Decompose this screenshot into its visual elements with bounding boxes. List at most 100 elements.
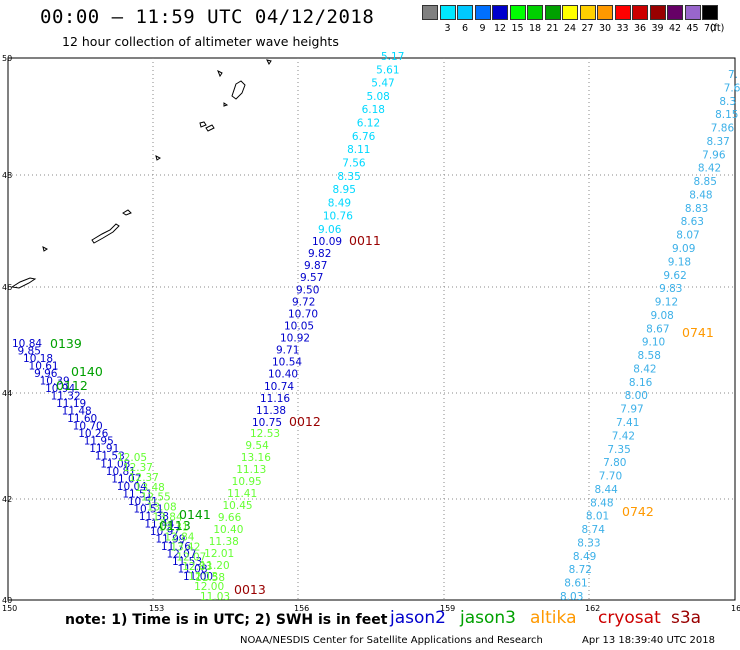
generated-timestamp: Apr 13 18:39:40 UTC 2018 <box>582 635 715 646</box>
wave-height-value: 10.40 <box>213 524 243 536</box>
coastline <box>155 155 161 161</box>
wave-height-value: 8.48 <box>689 189 712 201</box>
wave-height-value: 7.80 <box>603 457 626 469</box>
wave-height-value: 12.37 <box>123 462 153 474</box>
wave-height-value: 7.42 <box>612 430 635 442</box>
wave-height-value: 12.37 <box>129 472 159 484</box>
wave-height-value: 9.08 <box>650 310 673 322</box>
latitude-label: 40 <box>2 596 12 605</box>
wave-height-value: 11.58 <box>195 572 225 584</box>
wave-height-value: 8.42 <box>633 363 656 375</box>
wave-height-value: 8.48 <box>590 497 613 509</box>
legend-label: 33 <box>616 23 629 34</box>
wave-height-value: 7.41 <box>616 417 639 429</box>
satellite-label-s3a: s3a <box>671 608 702 628</box>
wave-height-value: 13.31 <box>159 522 189 534</box>
wave-height-value: 12.84 <box>164 531 194 543</box>
wave-height-value: 8.58 <box>638 350 661 362</box>
wave-height-value: 11.44 <box>144 518 174 530</box>
latitude-label: 48 <box>2 171 12 180</box>
wave-height-value: 11.00 <box>183 571 213 583</box>
wave-height-value: 8.95 <box>333 184 356 196</box>
wave-height-value: 9.96 <box>34 368 58 380</box>
coastline <box>42 246 48 252</box>
legend-label: 6 <box>461 23 469 34</box>
wave-height-value: 11.16 <box>260 393 290 405</box>
wave-height-value: 9.82 <box>308 248 331 260</box>
wave-height-value: 9.62 <box>663 270 686 282</box>
wave-height-value: 11.51 <box>122 488 152 500</box>
wave-height-value: 7.86 <box>711 123 735 135</box>
coastline <box>223 102 229 107</box>
latitude-label: 42 <box>2 495 12 504</box>
wave-height-value: 10.39 <box>40 376 70 388</box>
wave-height-value: 7.56 <box>342 157 366 169</box>
legend-label: 21 <box>546 23 559 34</box>
wave-height-value: 8.42 <box>698 163 721 175</box>
pass-id-label: 0012 <box>289 414 321 429</box>
wave-height-value: 11.99 <box>155 533 185 545</box>
wave-height-value: 12.53 <box>250 428 280 440</box>
legend-swatch <box>597 5 613 20</box>
legend-swatch <box>527 5 543 20</box>
coastline <box>122 209 132 216</box>
legend-swatch <box>702 5 718 20</box>
wave-height-value: 13.16 <box>241 452 271 464</box>
satellite-label-altika: altika <box>530 608 577 628</box>
wave-height-value: 9.50 <box>296 284 319 296</box>
wave-height-value: 12.83 <box>182 561 212 573</box>
coastline <box>266 59 272 65</box>
wave-height-value: 11.13 <box>236 464 266 476</box>
longitude-label: 153 <box>149 604 164 613</box>
satellite-label-jason2: jason2 <box>390 608 446 628</box>
wave-height-value: 9.66 <box>218 512 242 524</box>
wave-height-value: 8.11 <box>347 144 370 156</box>
pass-id-label: 0013 <box>234 582 266 597</box>
map-subtitle: 12 hour collection of altimeter wave hei… <box>62 34 339 49</box>
coastline <box>231 80 246 100</box>
legend-swatch <box>457 5 473 20</box>
wave-height-value: 10.45 <box>223 500 253 512</box>
wave-height-value: 10.40 <box>268 369 298 381</box>
wave-height-value: 5.17 <box>381 51 404 63</box>
wave-height-value: 7.97 <box>620 404 643 416</box>
wave-height-value: 7. <box>728 69 738 81</box>
longitude-label: 156 <box>294 604 309 613</box>
wave-height-value: 7.70 <box>599 471 622 483</box>
pass-id-label: 0741 <box>682 325 714 340</box>
legend-swatch <box>422 5 438 20</box>
wave-height-value: 10.51 <box>133 503 163 515</box>
wave-height-value: 10.51 <box>128 496 158 508</box>
wave-height-value: 11.53 <box>172 556 202 568</box>
wave-height-value: 8.49 <box>328 197 351 209</box>
wave-height-value: 13.08 <box>147 502 177 514</box>
wave-height-value: 10.94 <box>45 383 75 395</box>
longitude-label: 159 <box>440 604 455 613</box>
legend-swatch <box>544 5 561 20</box>
pass-id-label: 0139 <box>50 336 82 351</box>
wave-height-value: 7.6 <box>724 82 740 94</box>
coastline <box>217 69 223 78</box>
legend-swatch <box>614 5 631 20</box>
coastline <box>199 121 207 128</box>
wave-height-value: 13.84 <box>153 512 183 524</box>
legend-label: 30 <box>598 23 612 34</box>
wave-height-value: 12.00 <box>194 581 224 593</box>
legend-label: 42 <box>668 23 682 34</box>
wave-height-value: 10.04 <box>117 481 147 493</box>
pass-id-label: 0113 <box>159 518 191 533</box>
wave-height-value: 9.87 <box>304 260 327 272</box>
wave-height-value: 9.12 <box>655 297 678 309</box>
legend-label: 27 <box>581 23 594 34</box>
wave-height-value: 13.48 <box>135 482 165 494</box>
legend-label: 12 <box>493 23 507 34</box>
wave-height-value: 10.92 <box>280 333 310 345</box>
wave-height-value: 8.07 <box>676 230 699 242</box>
wave-height-value: 10.95 <box>232 476 262 488</box>
wave-height-value: 11.38 <box>256 405 286 417</box>
wave-height-value: 5.08 <box>366 91 389 103</box>
wave-height-value: 6.76 <box>352 131 376 143</box>
wave-height-value: 10.61 <box>29 361 59 373</box>
latitude-label: 46 <box>2 283 12 292</box>
